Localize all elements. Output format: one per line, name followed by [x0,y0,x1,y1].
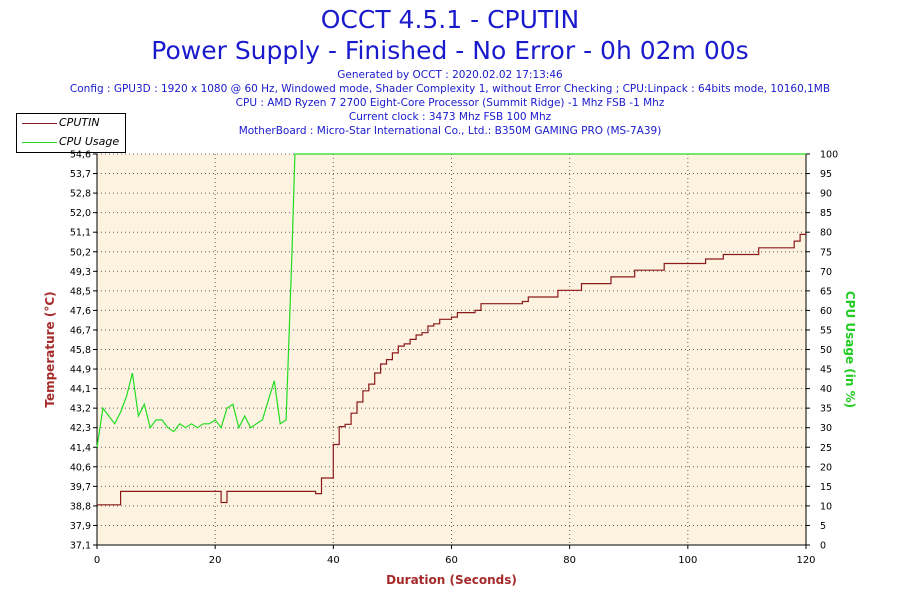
info-generated: Generated by OCCT : 2020.02.02 17:13:46 [337,69,563,81]
y-tick-label: 37,1 [70,541,91,552]
y-tick-label: 46,7 [70,325,91,336]
y-tick-label: 38,8 [70,501,91,512]
y-tick-label: 52,8 [70,189,91,200]
x-tick-label: 20 [209,555,222,566]
info-cpu: CPU : AMD Ryzen 7 2700 Eight-Core Proces… [235,97,665,109]
y-tick-label: 41,4 [70,443,91,454]
chart-legend: CPUTIN CPU Usage [16,113,126,153]
y2-tick-label: 50 [820,345,832,356]
y2-tick-label: 85 [820,208,832,219]
x-tick-label: 0 [94,555,100,566]
y2-tick-label: 20 [820,462,832,473]
y2-tick-label: 5 [820,521,826,532]
legend-item-cputin: CPUTIN [17,114,125,132]
y-tick-label: 51,1 [70,228,91,239]
y2-tick-label: 10 [820,501,832,512]
y-tick-label: 40,6 [70,462,91,473]
y-tick-label: 39,7 [70,482,91,493]
y-tick-label: 52,0 [70,208,91,219]
y2-tick-label: 70 [820,267,832,278]
y2-tick-label: 25 [820,443,832,454]
series-line-cpu-usage [96,153,806,448]
y2-tick-label: 55 [820,325,832,336]
y-tick-label: 50,2 [70,247,91,258]
series-line-cputin [97,233,806,506]
y-tick-label: 47,6 [70,306,91,317]
y2-tick-label: 65 [820,286,832,297]
y-tick-label: 43,2 [70,404,91,415]
y-tick-label: 37,9 [70,521,91,532]
y2-tick-label: 40 [820,384,832,395]
y-tick-label: 44,9 [70,365,91,376]
plot-area [97,154,806,545]
legend-label-cputin: CPUTIN [59,116,100,129]
info-clock: Current clock : 3473 Mhz FSB 100 Mhz [348,111,552,123]
y-tick-label: 48,5 [70,286,91,297]
x-tick-label: 100 [678,555,697,566]
y2-tick-label: 35 [820,404,832,415]
y-axis-title: Temperature (°C) [43,291,57,407]
y2-tick-label: 95 [820,169,832,180]
y2-tick-label: 100 [820,150,838,161]
y-tick-label: 42,3 [70,423,91,434]
y-tick-label: 44,1 [70,384,91,395]
y-tick-label: 53,7 [70,169,91,180]
chart-subtitle: Power Supply - Finished - No Error - 0h … [151,36,749,65]
chart-title: OCCT 4.5.1 - CPUTIN [320,5,580,34]
y2-tick-label: 80 [820,228,832,239]
x-tick-label: 80 [563,555,576,566]
y2-axis-title: CPU Usage (in %) [843,291,857,408]
x-tick-label: 40 [327,555,340,566]
legend-label-cpu-usage: CPU Usage [59,135,120,148]
legend-item-cpu-usage: CPU Usage [17,133,125,151]
y2-tick-label: 45 [820,365,832,376]
y2-tick-label: 90 [820,189,832,200]
legend-swatch-cpu-usage [22,142,57,143]
y-tick-label: 45,8 [70,345,91,356]
legend-swatch-cputin [22,123,57,124]
x-axis-title: Duration (Seconds) [386,573,517,587]
info-config: Config : GPU3D : 1920 x 1080 @ 60 Hz, Wi… [69,83,831,95]
y2-tick-label: 0 [820,541,826,552]
info-motherboard: MotherBoard : Micro-Star International C… [238,125,662,137]
y2-tick-label: 30 [820,423,832,434]
x-tick-label: 120 [796,555,815,566]
y2-tick-label: 75 [820,247,832,258]
y-tick-label: 54,6 [70,150,91,161]
y-tick-label: 49,3 [70,267,91,278]
y2-tick-label: 60 [820,306,832,317]
y2-tick-label: 15 [820,482,832,493]
x-tick-label: 60 [445,555,458,566]
